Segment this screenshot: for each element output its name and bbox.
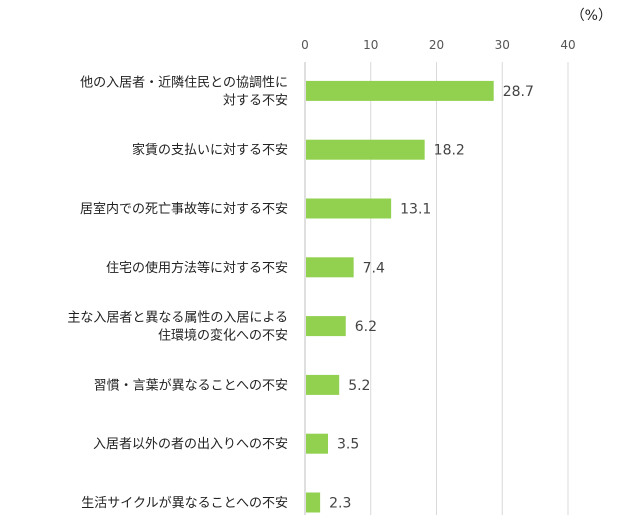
bar-value-label: 7.4 bbox=[363, 260, 385, 276]
bar-value-label: 3.5 bbox=[337, 437, 359, 453]
x-tick-label: 10 bbox=[363, 38, 378, 52]
bar-value-label: 2.3 bbox=[329, 496, 351, 512]
category-label: 入居者以外の者の出入りへの不安 bbox=[93, 437, 288, 452]
category-label: 住環境の変化への不安 bbox=[158, 328, 288, 344]
category-label: 生活サイクルが異なることへの不安 bbox=[81, 496, 288, 511]
x-tick-label: 40 bbox=[560, 38, 575, 52]
bar bbox=[306, 198, 392, 219]
x-tick-label: 30 bbox=[495, 38, 510, 52]
category-label: 家賃の支払いに対する不安 bbox=[132, 142, 288, 158]
category-label: 他の入居者・近隣住民との協調性に bbox=[80, 74, 288, 90]
bar bbox=[306, 492, 321, 513]
bar bbox=[306, 433, 329, 454]
category-label: 習慣・言葉が異なることへの不安 bbox=[94, 377, 288, 393]
bar bbox=[306, 316, 346, 337]
bar bbox=[306, 257, 354, 278]
bar-value-label: 18.2 bbox=[434, 143, 465, 159]
bar-value-label: 5.2 bbox=[348, 378, 370, 394]
bar bbox=[306, 374, 340, 395]
unit-label: （%） bbox=[571, 8, 612, 24]
bar bbox=[306, 139, 425, 160]
x-tick-label: 20 bbox=[429, 38, 444, 52]
bar bbox=[306, 80, 494, 101]
bar-value-label: 13.1 bbox=[400, 202, 431, 218]
grid-lines bbox=[304, 62, 569, 515]
category-label: 主な入居者と異なる属性の入居による bbox=[67, 311, 288, 326]
category-label: 住宅の使用方法等に対する不安 bbox=[106, 260, 288, 276]
bar-value-label: 6.2 bbox=[355, 319, 377, 335]
bars bbox=[306, 80, 494, 513]
bar-value-label: 28.7 bbox=[503, 84, 534, 100]
category-label: 対する不安 bbox=[223, 93, 288, 108]
category-label: 居室内での死亡事故等に対する不安 bbox=[80, 201, 288, 217]
x-tick-label: 0 bbox=[301, 38, 309, 52]
